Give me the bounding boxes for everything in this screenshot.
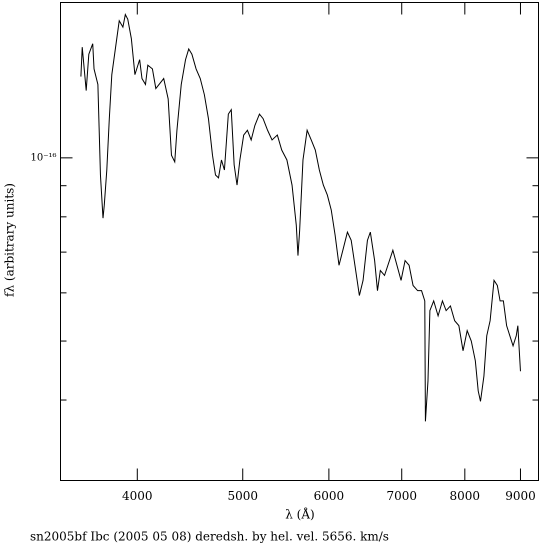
spectrum-line [80, 13, 521, 422]
x-tick-label: 6000 [314, 489, 345, 503]
x-tick-label: 5000 [227, 489, 258, 503]
y-axis-label: fλ (arbitrary units) [3, 183, 17, 297]
x-tick-label: 9000 [505, 489, 536, 503]
x-tick-label: 8000 [450, 489, 481, 503]
y-tick-label: 10⁻¹⁶ [30, 152, 56, 163]
plot-frame [60, 2, 539, 481]
x-tick-label: 4000 [122, 489, 153, 503]
caption: sn2005bf Ibc (2005 05 08) deredsh. by he… [30, 530, 389, 544]
x-axis-label: λ (Å) [285, 507, 314, 522]
x-tick-label: 7000 [386, 489, 417, 503]
